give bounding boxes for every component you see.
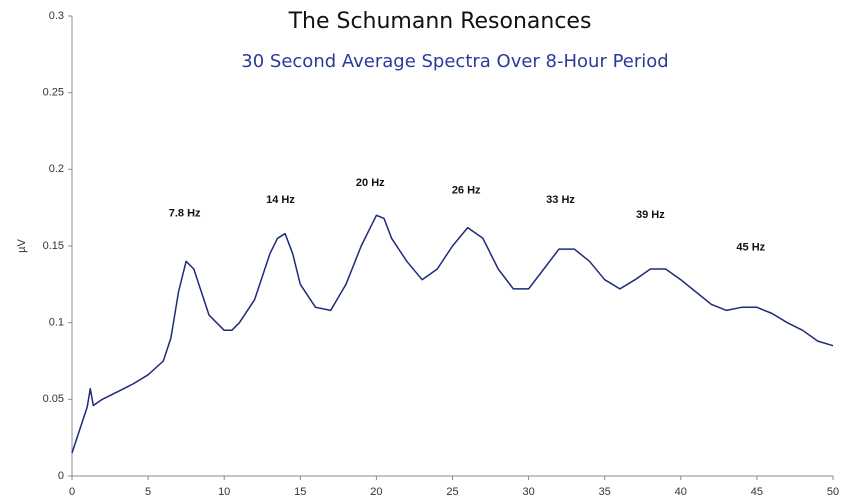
peak-label: 39 Hz bbox=[636, 209, 665, 221]
y-tick-label: 0.15 bbox=[43, 240, 64, 252]
y-tick-label: 0.05 bbox=[43, 393, 64, 405]
peak-label: 7.8 Hz bbox=[169, 208, 201, 220]
x-tick-label: 15 bbox=[294, 486, 306, 498]
peak-label: 45 Hz bbox=[736, 241, 765, 253]
x-tick-label: 20 bbox=[370, 486, 382, 498]
x-tick-label: 35 bbox=[599, 486, 611, 498]
peak-label: 14 Hz bbox=[266, 194, 295, 206]
peak-label: 33 Hz bbox=[546, 194, 575, 206]
x-tick-label: 25 bbox=[446, 486, 458, 498]
y-tick-label: 0 bbox=[58, 470, 64, 482]
x-tick-label: 40 bbox=[675, 486, 687, 498]
y-tick-label: 0.25 bbox=[43, 87, 64, 99]
x-tick-label: 5 bbox=[145, 486, 151, 498]
y-axis-label: µV bbox=[16, 239, 28, 253]
data-line bbox=[71, 214, 834, 454]
peak-label: 26 Hz bbox=[452, 185, 481, 197]
x-tick-label: 30 bbox=[522, 486, 534, 498]
y-tick-label: 0.2 bbox=[49, 163, 64, 175]
x-tick-label: 45 bbox=[751, 486, 763, 498]
x-tick-label: 50 bbox=[827, 486, 839, 498]
chart-title: The Schumann Resonances bbox=[288, 9, 592, 34]
y-tick-label: 0.3 bbox=[49, 10, 64, 22]
chart-subtitle: 30 Second Average Spectra Over 8-Hour Pe… bbox=[241, 51, 668, 72]
peak-label: 20 Hz bbox=[356, 177, 385, 189]
y-tick-label: 0.1 bbox=[49, 317, 64, 329]
x-tick-label: 0 bbox=[69, 486, 75, 498]
x-tick-label: 10 bbox=[218, 486, 230, 498]
